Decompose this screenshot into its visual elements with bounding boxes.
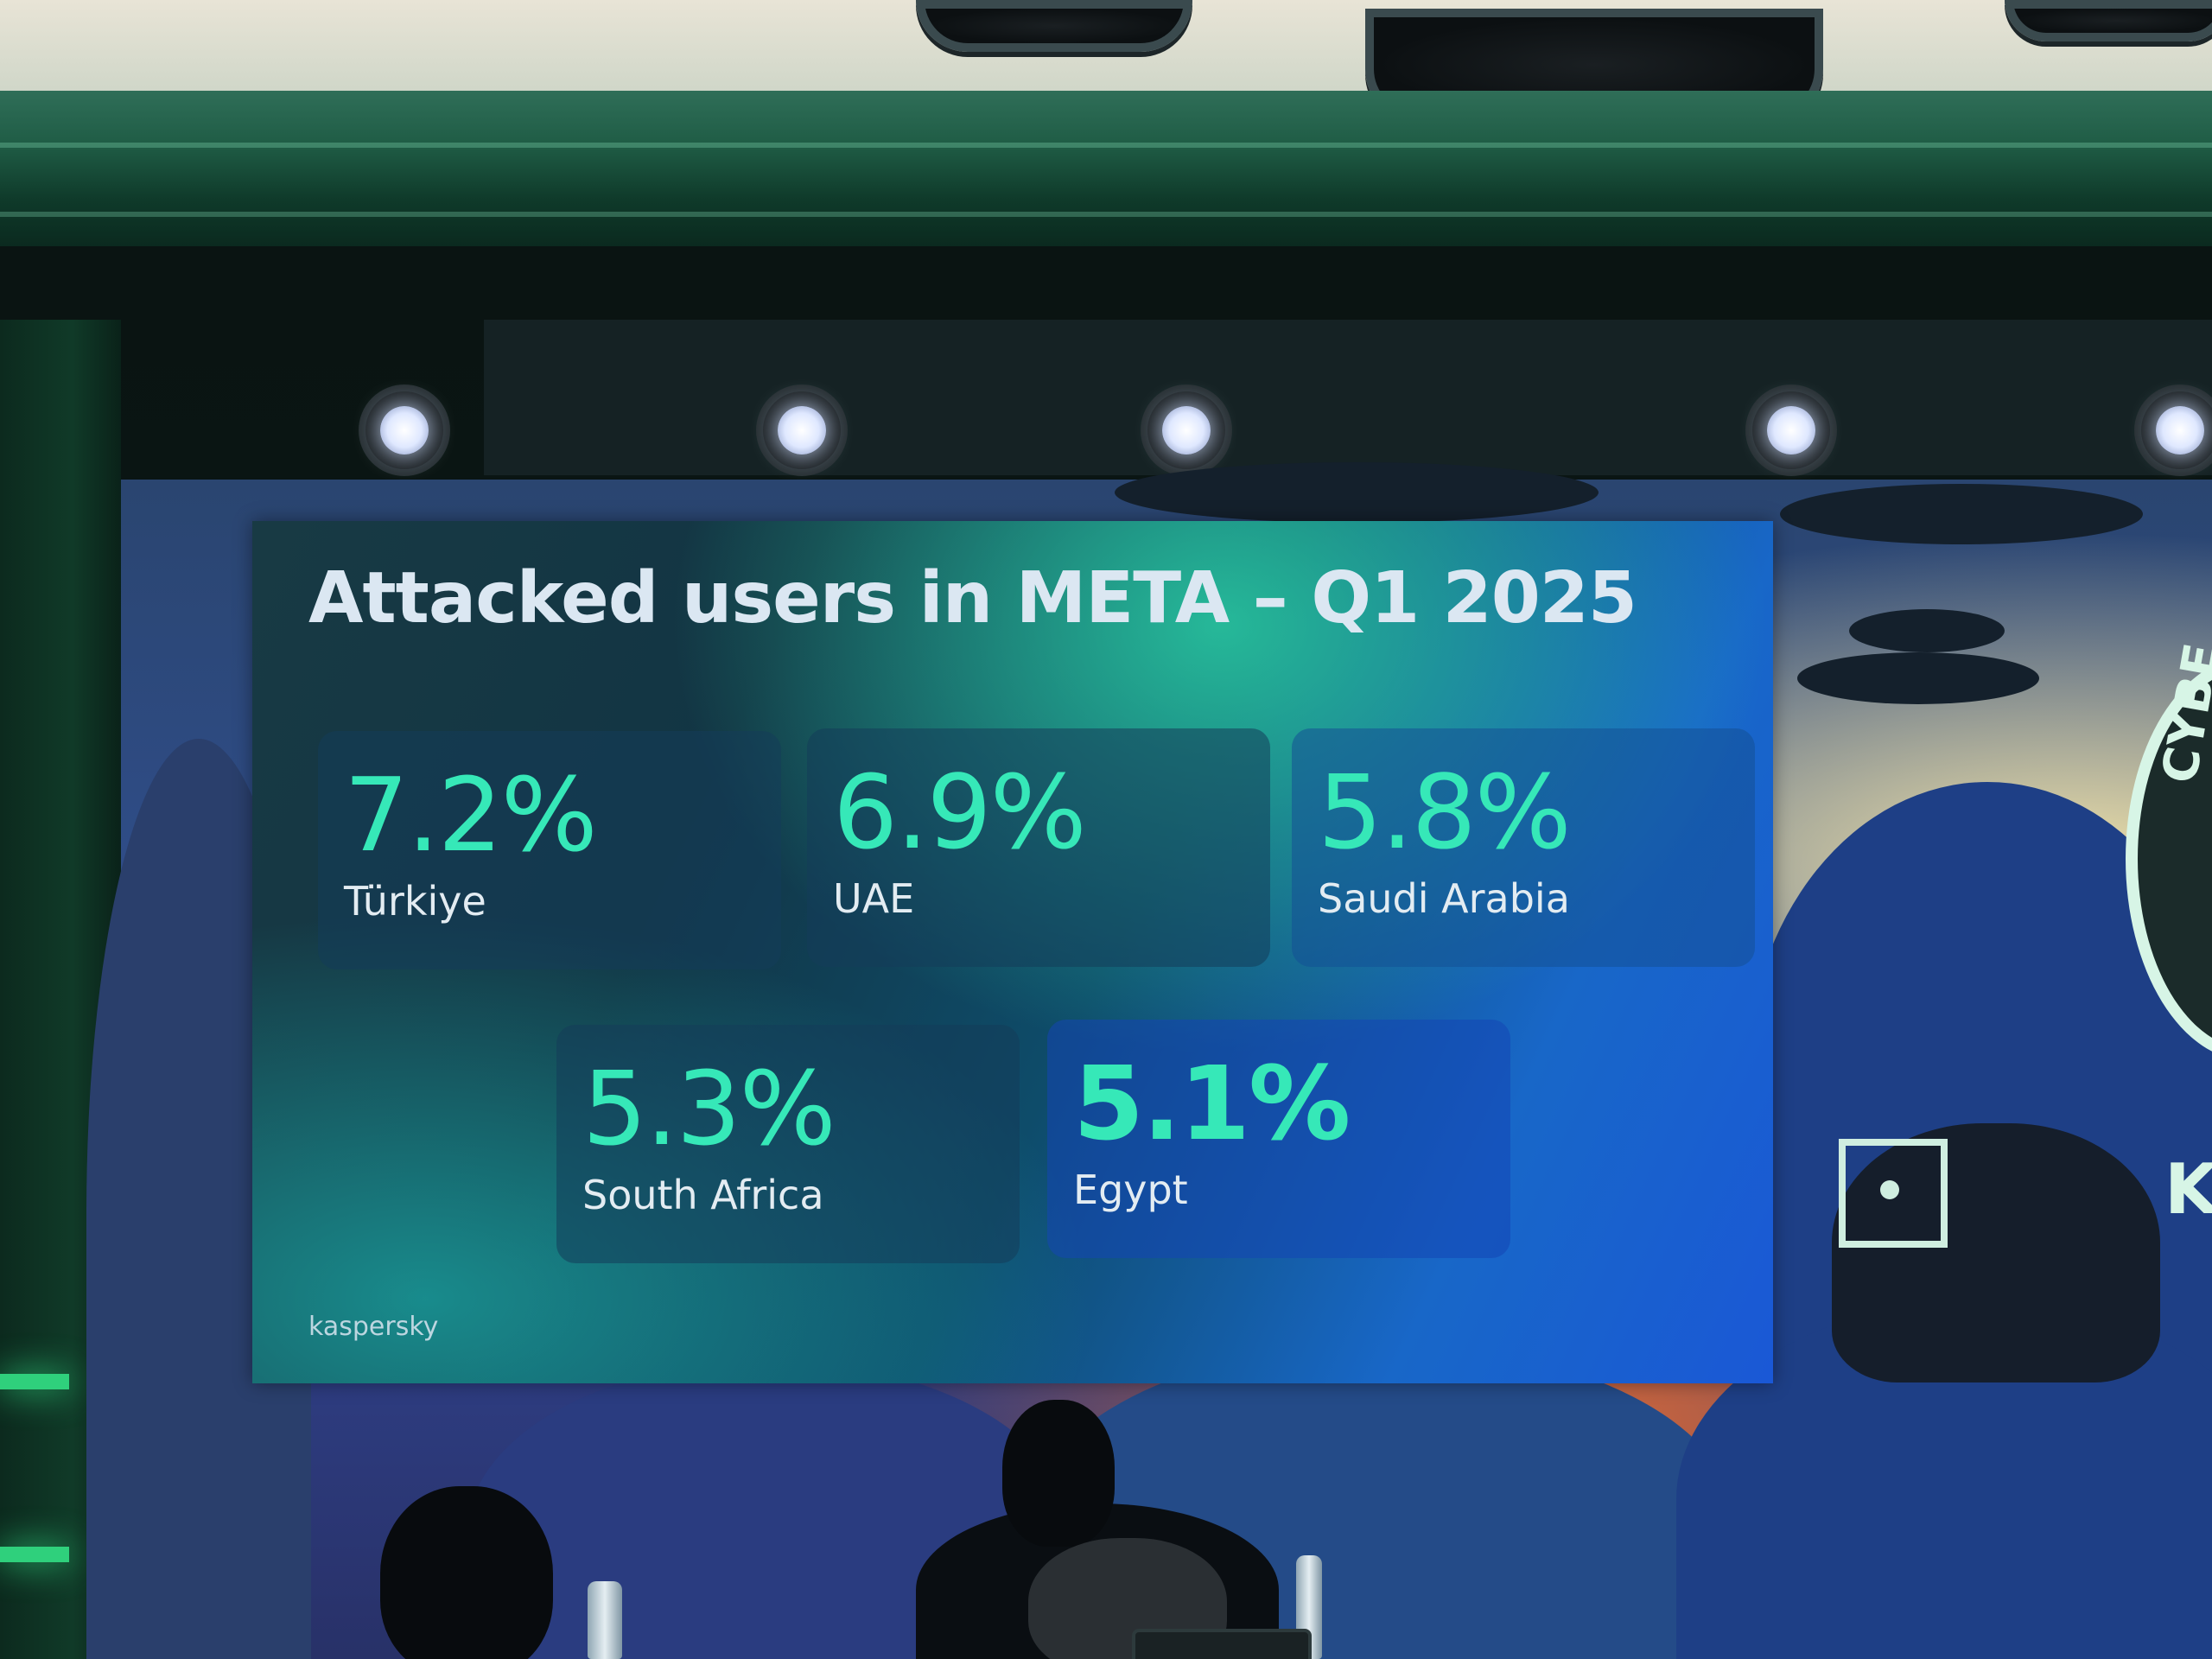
phone <box>1132 1629 1312 1659</box>
kaspersky-logo: kaspersky <box>308 1312 439 1342</box>
stat-value: 5.8% <box>1318 753 1572 872</box>
spotlight-icon <box>2134 385 2212 476</box>
stat-label: Saudi Arabia <box>1318 875 1570 922</box>
spotlight-icon <box>756 385 848 476</box>
focus-frame-icon <box>1839 1139 1948 1248</box>
spotlight-icon <box>1141 385 1232 476</box>
water-bottle <box>588 1581 622 1659</box>
tree-canopy <box>1849 609 2005 652</box>
stat-value: 6.9% <box>833 753 1087 872</box>
stage-glow-light <box>0 1547 69 1562</box>
slide-title: Attacked users in META – Q1 2025 <box>308 557 1637 639</box>
audience-head <box>1002 1400 1115 1547</box>
ceiling-light <box>916 0 1192 52</box>
elephant-illustration <box>1832 1123 2160 1382</box>
lighting-truss <box>484 320 2212 475</box>
stat-label: South Africa <box>582 1172 824 1218</box>
stat-card-south-africa: 5.3% South Africa <box>556 1025 1020 1263</box>
stat-value: 7.2% <box>344 755 598 874</box>
tree-canopy <box>1115 462 1599 523</box>
ceiling-light <box>2005 0 2212 41</box>
spotlight-icon <box>359 385 450 476</box>
stat-value: 5.1% <box>1073 1044 1351 1163</box>
tree-canopy <box>1797 652 2039 704</box>
stat-label: Türkiye <box>344 878 486 925</box>
tree-canopy <box>1780 484 2143 544</box>
presentation-slide: Attacked users in META – Q1 2025 7.2% Tü… <box>252 521 1773 1383</box>
spotlight-icon <box>1745 385 1837 476</box>
stat-card-egypt: 5.1% Egypt <box>1047 1020 1510 1258</box>
stat-card-turkiye: 7.2% Türkiye <box>318 731 781 969</box>
stat-value: 5.3% <box>582 1049 836 1168</box>
stat-label: Egypt <box>1073 1166 1188 1213</box>
stat-card-uae: 6.9% UAE <box>807 728 1270 967</box>
stat-card-saudi-arabia: 5.8% Saudi Arabia <box>1292 728 1755 967</box>
stat-label: UAE <box>833 875 915 922</box>
stage-glow-light <box>0 1374 69 1389</box>
ceiling-cornice <box>0 91 2212 246</box>
audience-head <box>380 1486 553 1659</box>
brand-letter: K <box>2164 1149 2212 1230</box>
